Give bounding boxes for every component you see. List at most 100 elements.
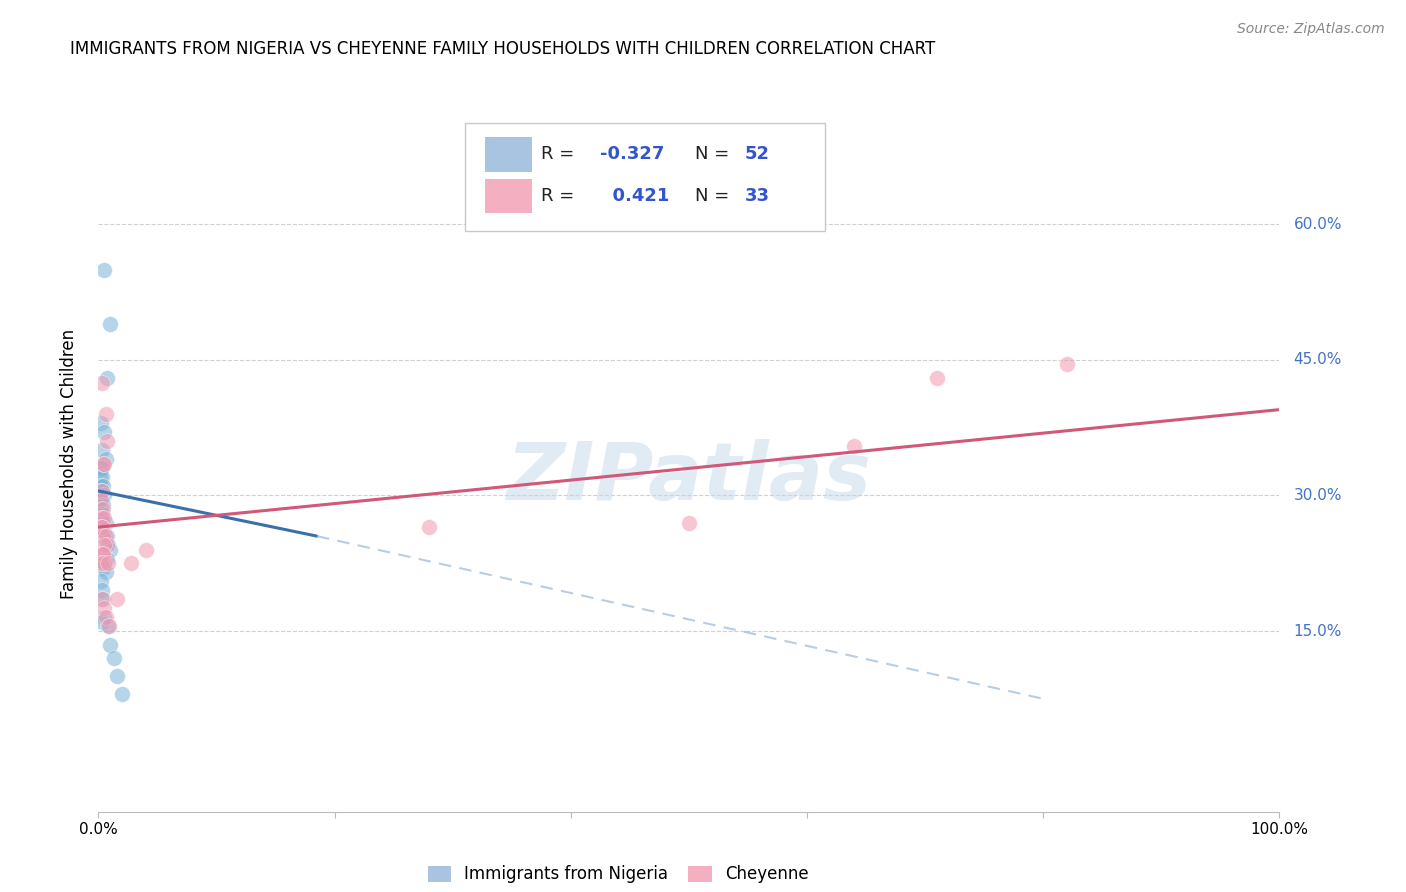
FancyBboxPatch shape xyxy=(464,123,825,231)
Text: 33: 33 xyxy=(744,187,769,205)
Point xyxy=(94,533,117,548)
Bar xyxy=(485,136,531,171)
Point xyxy=(90,511,112,525)
Point xyxy=(111,687,134,701)
Point xyxy=(90,502,112,516)
Point xyxy=(98,638,121,652)
Point xyxy=(91,592,114,607)
Point xyxy=(98,619,121,633)
Point xyxy=(90,574,112,589)
Point xyxy=(91,524,114,539)
Point xyxy=(91,479,114,493)
Point xyxy=(94,566,117,580)
Point xyxy=(91,547,114,561)
Text: IMMIGRANTS FROM NIGERIA VS CHEYENNE FAMILY HOUSEHOLDS WITH CHILDREN CORRELATION : IMMIGRANTS FROM NIGERIA VS CHEYENNE FAMI… xyxy=(70,40,935,58)
Point xyxy=(94,529,117,543)
Point xyxy=(91,457,114,471)
Text: Source: ZipAtlas.com: Source: ZipAtlas.com xyxy=(1237,22,1385,37)
Point xyxy=(91,547,114,561)
Point xyxy=(97,619,120,633)
Point xyxy=(90,524,112,539)
Point xyxy=(105,592,128,607)
Point xyxy=(93,488,115,502)
Point xyxy=(93,262,115,277)
Point xyxy=(89,470,111,484)
Point xyxy=(93,601,115,615)
Y-axis label: Family Households with Children: Family Households with Children xyxy=(59,329,77,599)
Point xyxy=(89,520,111,534)
Point xyxy=(91,507,114,521)
Text: 0.421: 0.421 xyxy=(600,187,669,205)
Point xyxy=(90,488,112,502)
Point xyxy=(91,520,114,534)
Text: -0.327: -0.327 xyxy=(600,145,665,163)
Point xyxy=(844,439,866,453)
Text: N =: N = xyxy=(695,145,735,163)
Point xyxy=(94,610,117,624)
Point xyxy=(91,483,114,498)
Text: 60.0%: 60.0% xyxy=(1294,217,1341,232)
Point xyxy=(418,520,440,534)
Point xyxy=(96,538,118,552)
Text: 45.0%: 45.0% xyxy=(1294,352,1341,368)
Point xyxy=(94,452,117,467)
Point xyxy=(678,516,700,530)
Point xyxy=(97,538,120,552)
Text: R =: R = xyxy=(541,187,581,205)
Point xyxy=(105,669,128,683)
Point xyxy=(93,425,115,440)
Point xyxy=(93,538,115,552)
Point xyxy=(91,520,114,534)
Point xyxy=(96,434,118,449)
Point xyxy=(135,542,157,557)
Point xyxy=(90,461,112,475)
Point xyxy=(91,516,114,530)
Point xyxy=(91,556,114,570)
Point xyxy=(91,376,114,390)
Point xyxy=(91,461,114,475)
Point xyxy=(94,516,117,530)
Point xyxy=(97,556,120,570)
Point xyxy=(121,556,143,570)
Point xyxy=(96,371,118,385)
Point xyxy=(1056,358,1078,372)
Point xyxy=(89,493,111,508)
Point xyxy=(90,493,112,508)
Point xyxy=(925,371,948,385)
Point xyxy=(93,457,115,471)
Point xyxy=(96,551,118,566)
Bar xyxy=(485,178,531,213)
Point xyxy=(91,560,114,574)
Point xyxy=(91,493,114,508)
Point xyxy=(91,529,114,543)
Point xyxy=(91,443,114,458)
Point xyxy=(89,502,111,516)
Point xyxy=(91,483,114,498)
Text: ZIPatlas: ZIPatlas xyxy=(506,439,872,516)
Point xyxy=(93,511,115,525)
Point xyxy=(91,615,114,629)
Text: 30.0%: 30.0% xyxy=(1294,488,1341,503)
Point xyxy=(98,317,121,331)
Point xyxy=(89,511,111,525)
Point xyxy=(91,498,114,512)
Point xyxy=(93,556,115,570)
Point xyxy=(91,502,114,516)
Point xyxy=(103,651,125,665)
Point xyxy=(94,407,117,421)
Point xyxy=(93,610,115,624)
Text: R =: R = xyxy=(541,145,581,163)
Point xyxy=(90,479,112,493)
Text: N =: N = xyxy=(695,187,735,205)
Point xyxy=(90,416,112,430)
Text: 52: 52 xyxy=(744,145,769,163)
Text: 15.0%: 15.0% xyxy=(1294,624,1341,639)
Point xyxy=(98,542,121,557)
Point xyxy=(96,529,118,543)
Point xyxy=(89,483,111,498)
Point xyxy=(91,583,114,598)
Legend: Immigrants from Nigeria, Cheyenne: Immigrants from Nigeria, Cheyenne xyxy=(427,865,808,883)
Point xyxy=(91,592,114,607)
Point xyxy=(91,470,114,484)
Point xyxy=(90,556,112,570)
